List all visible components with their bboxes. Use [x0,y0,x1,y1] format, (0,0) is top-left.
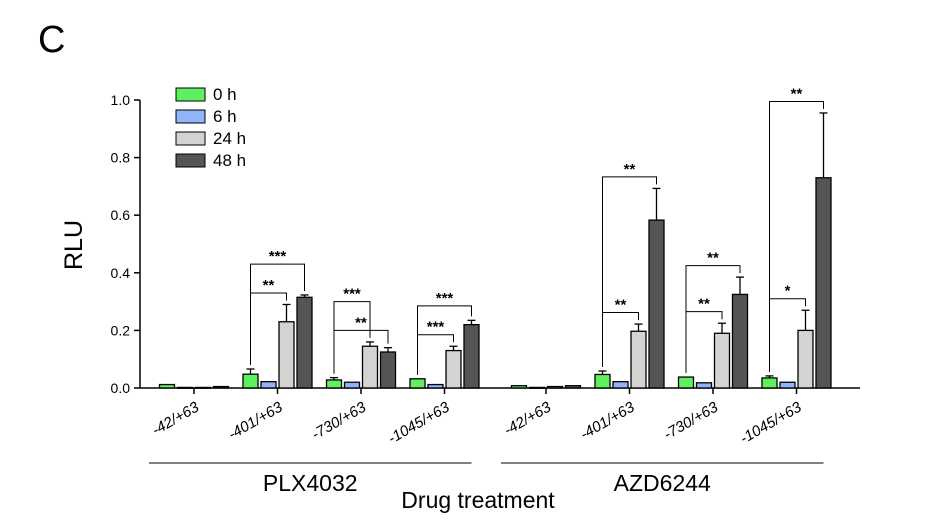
x-tick-label: -730/+63 [661,398,722,443]
significance-marker: ** [263,277,275,294]
x-tick-label: -42/+63 [501,398,554,439]
y-tick-label: 0.6 [111,207,131,223]
y-tick-label: 0.4 [111,265,131,281]
significance-bracket [769,100,824,372]
bar [677,376,695,389]
significance-marker: ** [624,161,636,178]
bar [158,383,176,389]
bar [242,373,259,389]
legend-swatch [175,87,206,102]
bar [594,373,611,389]
significance-bracket [250,263,305,365]
bar [194,386,212,389]
bar [546,385,564,389]
bar [510,385,528,389]
bar [427,383,444,389]
legend-swatch [175,109,206,124]
bar [648,219,665,389]
bar [212,385,230,389]
bar [176,386,194,389]
significance-marker: * [785,283,791,300]
significance-marker: ** [698,296,710,313]
bar [278,321,295,389]
bar [463,323,480,389]
bar [361,345,379,389]
group-labels: PLX4032 AZD6244 [149,462,824,496]
significance-bracket [417,305,472,375]
x-tick-label: -401/+63 [225,398,286,443]
legend-label: 48 h [213,151,246,170]
significance-marker: *** [436,290,454,307]
y-tick-label: 1.0 [111,92,131,108]
y-tick-label: 0.8 [111,150,131,166]
legend: 0 h 6 h 24 h 48 h [175,85,246,170]
bar [713,332,731,389]
group-label: PLX4032 [263,470,358,496]
bar [564,385,582,389]
significance-bracket [602,176,657,368]
bar [761,377,778,389]
legend-label: 6 h [213,107,237,126]
y-tick-label: 0.0 [111,380,131,396]
bar [260,381,277,389]
legend-swatch [175,131,206,146]
bar [731,293,749,389]
bar [815,177,832,389]
significance-marker: ** [791,85,803,102]
bar [695,382,713,389]
x-axis-label: Drug treatment [401,487,555,513]
bar [325,379,343,389]
significance-bracket [333,301,371,374]
y-axis-label: RLU [60,220,88,270]
bar [630,330,647,389]
bar [409,378,426,389]
bar [779,381,796,389]
significance-marker: ** [615,297,627,314]
panel-label: C [38,19,65,61]
bar [379,351,397,389]
bar [343,381,361,389]
significance-brackets: **************** *********** [250,85,824,375]
group-label: AZD6244 [614,470,711,496]
bars [158,112,832,389]
legend-label: 0 h [213,85,237,104]
bar [797,329,814,389]
x-tick-label: -1045/+63 [385,398,453,447]
legend-label: 24 h [213,129,246,148]
x-tick-label: -42/+63 [149,398,202,439]
legend-swatch [175,153,206,168]
x-tick-label: -1045/+63 [737,398,805,447]
y-tick-label: 0.2 [111,322,131,338]
bar [528,386,546,389]
significance-marker: *** [269,248,287,265]
bar [612,381,629,389]
significance-marker: *** [427,319,445,336]
significance-bracket [685,265,741,374]
significance-marker: *** [343,286,361,303]
bar [445,349,462,389]
x-tick-label: -401/+63 [577,398,638,443]
bar [296,296,313,389]
significance-marker: ** [355,314,367,331]
significance-marker: ** [707,250,719,267]
x-tick-label: -730/+63 [309,398,370,443]
